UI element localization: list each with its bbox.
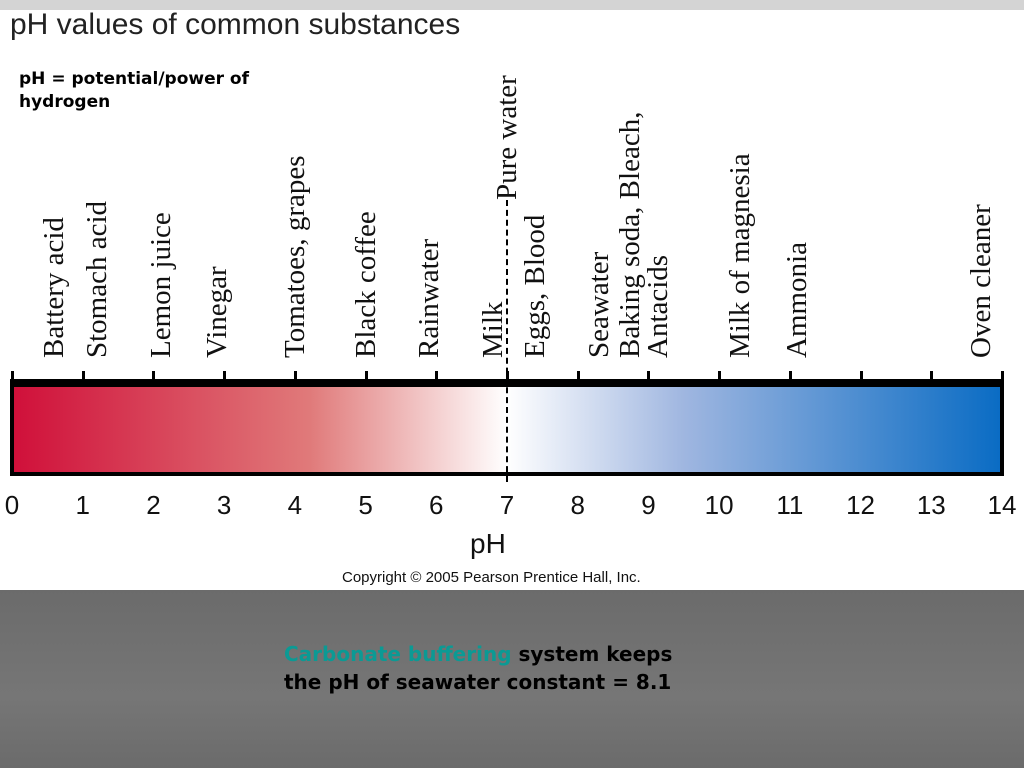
tick-8	[576, 371, 580, 383]
substance-label: Lemon juice	[144, 212, 177, 358]
substance-label: Seawater	[582, 251, 615, 358]
tick-13	[930, 371, 934, 383]
substance-label: Tomatoes, grapes	[278, 155, 311, 358]
footer-text-line2: the pH of seawater constant = 8.1	[284, 670, 672, 694]
tick-0	[11, 371, 14, 383]
tick-10	[718, 371, 722, 383]
tick-11	[788, 371, 792, 383]
footer-text: Carbonate buffering system keeps the pH …	[284, 640, 672, 696]
tick-label-6: 6	[429, 490, 444, 520]
substance-label: Battery acid	[38, 217, 71, 358]
neutral-dashed-line	[506, 200, 508, 482]
tick-label-1: 1	[75, 490, 90, 520]
tick-9	[647, 371, 651, 383]
tick-5	[364, 371, 368, 383]
tick-14	[1001, 371, 1004, 383]
tick-label-3: 3	[216, 490, 232, 520]
top-strip	[0, 0, 1024, 10]
tick-label-13: 13	[916, 490, 946, 520]
tick-2	[152, 371, 156, 383]
tick-12	[859, 371, 863, 383]
substance-label: Milk	[476, 301, 509, 358]
page-title: pH values of common substances	[10, 8, 461, 41]
tick-label-5: 5	[358, 490, 373, 520]
tick-1	[81, 371, 85, 383]
substance-label: Black coffee	[349, 211, 382, 358]
substance-label: Ammonia	[780, 242, 813, 358]
substance-label: Eggs, Blood	[519, 214, 552, 358]
substance-label: Oven cleaner	[964, 204, 997, 358]
tick-label-9: 9	[641, 490, 656, 520]
axis-title: pH	[470, 528, 506, 559]
footer-band	[0, 590, 1024, 768]
substance-label: Vinegar	[201, 266, 234, 358]
tick-4	[293, 371, 297, 383]
substance-label: Rainwater	[413, 238, 446, 358]
tick-label-2: 2	[146, 490, 161, 520]
tick-label-12: 12	[846, 490, 876, 520]
tick-label-10: 10	[704, 490, 734, 520]
substance-label: Baking soda, Bleach, Antacids	[614, 111, 675, 358]
tick-label-11: 11	[776, 490, 804, 520]
footer-highlight: Carbonate buffering	[284, 642, 512, 666]
substance-label: Pure water	[491, 75, 523, 200]
tick-label-4: 4	[287, 490, 303, 520]
substance-label: Milk of magnesia	[724, 153, 757, 358]
tick-6	[435, 371, 439, 383]
subtitle: pH = potential/power of hydrogen	[19, 69, 250, 112]
tick-label-8: 8	[570, 490, 585, 520]
copyright: Copyright © 2005 Pearson Prentice Hall, …	[342, 569, 641, 586]
tick-label-0: 0	[4, 490, 20, 520]
tick-label-7: 7	[499, 490, 515, 520]
substance-label: Stomach acid	[80, 200, 113, 358]
tick-3	[223, 371, 227, 383]
footer-text-line1: system keeps	[511, 642, 673, 666]
tick-label-14: 14	[987, 490, 1017, 520]
